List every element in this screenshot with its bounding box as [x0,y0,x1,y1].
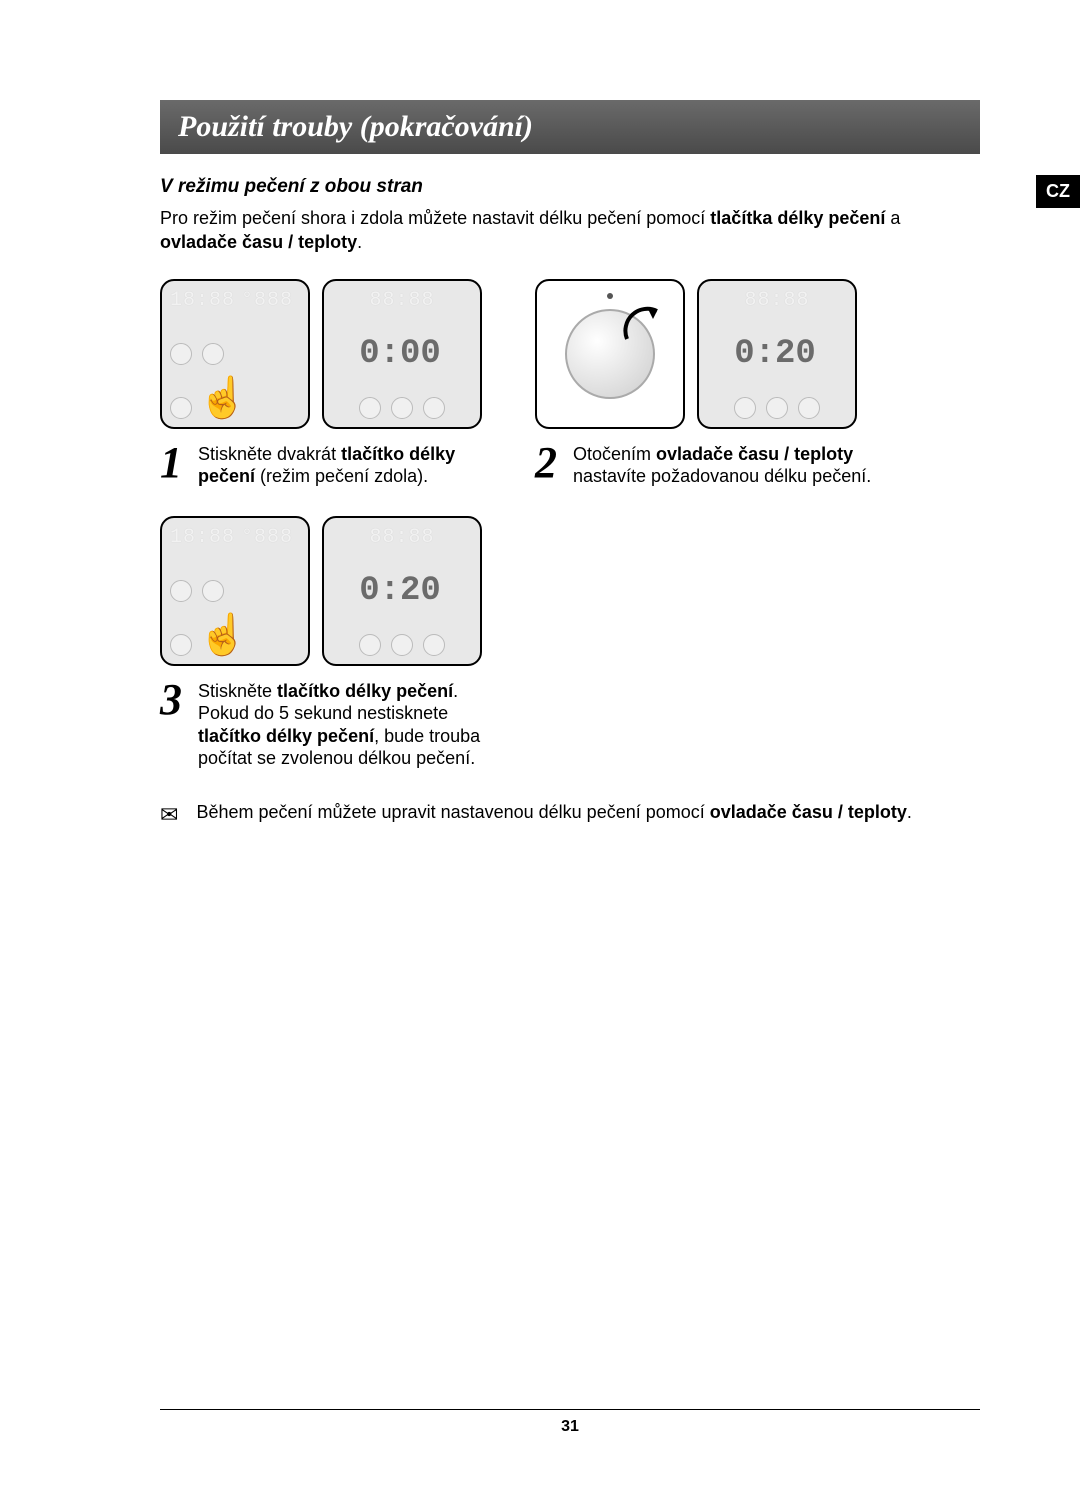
panel-button-icon [202,580,224,602]
panel-button-icon [798,397,820,419]
panel-button-icon [734,397,756,419]
panel-button-icon [170,397,192,419]
lcd-ghost: 18:88°888 [170,289,300,312]
button-row [170,397,300,419]
lcd-ghost: 88:88 [707,289,847,312]
language-tab: CZ [1036,175,1080,208]
lcd-ghost: 88:88 [332,526,472,549]
button-row [332,397,472,419]
section-title: V režimu pečení z obou stran [160,176,980,198]
text-bold: ovladače času / teploty [710,802,907,822]
panel-button-icon [359,397,381,419]
step-illustration: 18:88°888 ☝ 88:88 0:20 [160,516,500,666]
panel-button-icon [423,634,445,656]
panel-button-icon [766,397,788,419]
rotate-arrow-icon [617,299,667,349]
text: Otočením [573,444,656,464]
step-3: 18:88°888 ☝ 88:88 0:20 [160,516,500,770]
text: Během pečení můžete upravit nastavenou d… [196,802,709,822]
control-panel-left: 18:88°888 ☝ [160,279,310,429]
page-footer: 31 [160,1409,980,1436]
text: nastavíte požadovanou délku pečení. [573,466,871,486]
step-illustration: 18:88°888 ☝ 88:88 0:00 [160,279,500,429]
text-bold: tlačítko délky pečení [277,681,453,701]
step-number: 2 [535,443,565,488]
dial-panel [535,279,685,429]
note-text: Během pečení můžete upravit nastavenou d… [196,800,911,830]
lcd-time-display: 0:00 [332,335,472,373]
text: Stiskněte dvakrát [198,444,341,464]
panel-button-icon [202,343,224,365]
button-row [707,397,847,419]
page-content: Použití trouby (pokračování) V režimu pe… [0,0,1080,869]
panel-button-icon [359,634,381,656]
step-illustration: 88:88 0:20 [535,279,875,429]
page-title: Použití trouby (pokračování) [178,110,962,144]
step-number: 1 [160,443,190,488]
intro-part: . [357,232,362,252]
text-bold: ovladače času / teploty [656,444,853,464]
text-bold: tlačítko délky pečení [198,726,374,746]
text: (režim pečení zdola). [255,466,428,486]
steps-row-1: 18:88°888 ☝ 88:88 0:00 [160,279,980,488]
note: ✉ Během pečení můžete upravit nastavenou… [160,800,980,830]
button-row [170,343,300,365]
title-bar: Použití trouby (pokračování) [160,100,980,154]
panel-button-icon [170,634,192,656]
intro-part: a [885,208,900,228]
button-row [332,634,472,656]
display-panel: 88:88 0:20 [322,516,482,666]
panel-button-icon [170,580,192,602]
panel-button-icon [170,343,192,365]
display-panel: 88:88 0:20 [697,279,857,429]
step-text: 2 Otočením ovladače času / teploty nasta… [535,443,875,488]
panel-button-icon [391,634,413,656]
step-2: 88:88 0:20 2 Otočením ovladače času / te… [535,279,875,488]
button-row [170,580,300,602]
step-1: 18:88°888 ☝ 88:88 0:00 [160,279,500,488]
step-number: 3 [160,680,190,770]
intro-paragraph: Pro režim pečení shora i zdola můžete na… [160,206,980,255]
lcd-time-display: 0:20 [707,335,847,373]
lcd-ghost: 18:88°888 [170,526,300,549]
control-panel-left: 18:88°888 ☝ [160,516,310,666]
button-row [170,634,300,656]
intro-part: Pro režim pečení shora i zdola můžete na… [160,208,710,228]
panel-button-icon [391,397,413,419]
step-text: 3 Stiskněte tlačítko délky pečení. Pokud… [160,680,500,770]
dial-marker-icon [607,293,613,299]
step-caption: Stiskněte dvakrát tlačítko délky pečení … [198,443,500,488]
intro-bold: ovladače času / teploty [160,232,357,252]
panel-button-icon [423,397,445,419]
steps-row-2: 18:88°888 ☝ 88:88 0:20 [160,516,980,770]
lcd-ghost: 88:88 [332,289,472,312]
intro-bold: tlačítka délky pečení [710,208,885,228]
text: Stiskněte [198,681,277,701]
page-number: 31 [561,1418,579,1435]
lcd-time-display: 0:20 [332,572,472,610]
display-panel: 88:88 0:00 [322,279,482,429]
step-text: 1 Stiskněte dvakrát tlačítko délky pečen… [160,443,500,488]
step-caption: Otočením ovladače času / teploty nastaví… [573,443,875,488]
text: . [907,802,912,822]
note-icon: ✉ [160,800,178,830]
step-caption: Stiskněte tlačítko délky pečení. Pokud d… [198,680,500,770]
